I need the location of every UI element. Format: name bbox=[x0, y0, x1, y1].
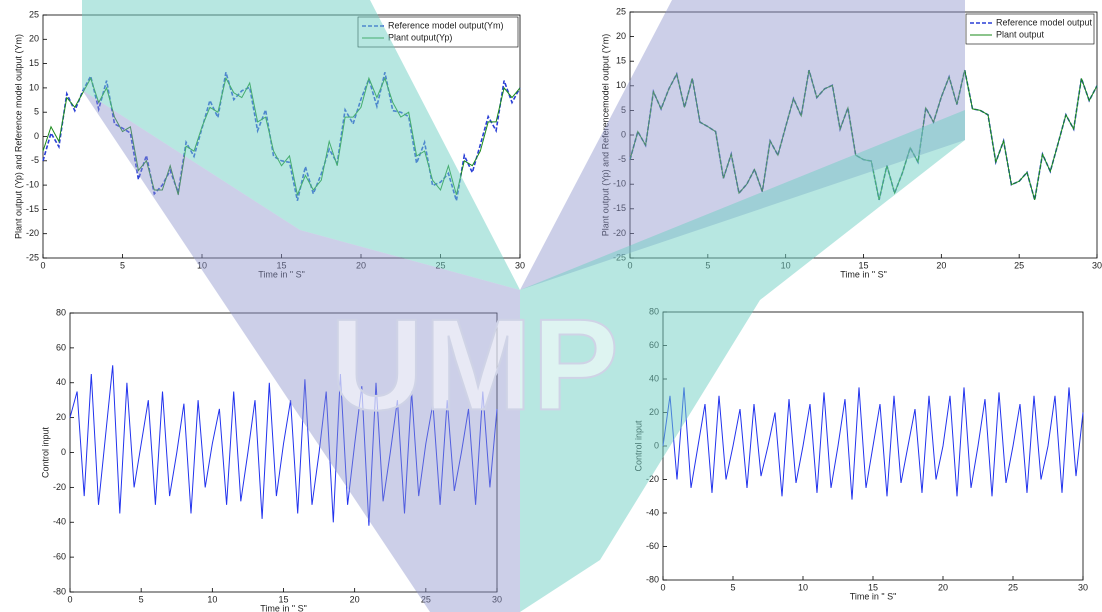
x-tick-label: 30 bbox=[1078, 582, 1088, 592]
y-tick-label: 40 bbox=[649, 373, 659, 383]
y-tick-label: 0 bbox=[621, 129, 626, 139]
x-tick-label: 25 bbox=[435, 260, 445, 270]
plot-area bbox=[70, 313, 497, 592]
x-tick-label: 5 bbox=[120, 260, 125, 270]
y-tick-label: 80 bbox=[649, 306, 659, 316]
y-tick-label: 80 bbox=[56, 307, 66, 317]
y-tick-label: -10 bbox=[26, 179, 39, 189]
legend-label: Plant output bbox=[996, 29, 1045, 39]
x-tick-label: 5 bbox=[139, 594, 144, 604]
plot-area bbox=[630, 12, 1097, 258]
y-tick-label: -25 bbox=[26, 252, 39, 262]
x-tick-label: 25 bbox=[421, 594, 431, 604]
charts: 0 5 10 15 20 25 30 -25 -20 -15 -10 -5 0 5 10 15 20 25 Time… bbox=[0, 0, 1102, 612]
x-tick-label: 10 bbox=[781, 260, 791, 270]
legend-label: Reference model output bbox=[996, 17, 1093, 27]
x-tick-label: 0 bbox=[67, 594, 72, 604]
y-tick-label: -80 bbox=[646, 574, 659, 584]
y-tick-label: -40 bbox=[646, 507, 659, 517]
y-tick-label: -80 bbox=[53, 586, 66, 596]
y-tick-label: 40 bbox=[56, 377, 66, 387]
x-tick-label: 10 bbox=[197, 260, 207, 270]
y-tick-label: -15 bbox=[613, 203, 626, 213]
legend-label: Reference model output(Ym) bbox=[388, 20, 504, 30]
x-tick-label: 30 bbox=[515, 260, 525, 270]
x-tick-label: 0 bbox=[627, 260, 632, 270]
page: 0 5 10 15 20 25 30 -25 -20 -15 -10 -5 0 5 10 15 20 25 Time… bbox=[0, 0, 1102, 612]
legend-label: Plant output(Yp) bbox=[388, 32, 452, 42]
y-tick-label: -20 bbox=[53, 482, 66, 492]
y-tick-label: -20 bbox=[26, 228, 39, 238]
y-tick-label: 0 bbox=[61, 447, 66, 457]
y-tick-label: -15 bbox=[26, 204, 39, 214]
y-tick-label: -5 bbox=[618, 154, 626, 164]
y-tick-label: 0 bbox=[654, 440, 659, 450]
y-tick-label: -5 bbox=[31, 155, 39, 165]
x-axis-label: Time in " S" bbox=[850, 591, 897, 601]
x-tick-label: 25 bbox=[1008, 582, 1018, 592]
x-tick-label: 20 bbox=[350, 594, 360, 604]
y-axis-label: Control input bbox=[40, 426, 50, 478]
y-axis-label: Plant output (Yp) and Referencemodel out… bbox=[600, 34, 610, 236]
y-tick-label: 15 bbox=[29, 58, 39, 68]
x-tick-label: 10 bbox=[798, 582, 808, 592]
plot-area bbox=[43, 15, 520, 258]
y-tick-label: 20 bbox=[29, 34, 39, 44]
y-tick-label: 10 bbox=[616, 80, 626, 90]
y-tick-label: -40 bbox=[53, 517, 66, 527]
y-tick-label: 25 bbox=[29, 9, 39, 19]
x-axis-label: Time in " S" bbox=[258, 269, 305, 279]
x-tick-label: 0 bbox=[40, 260, 45, 270]
x-tick-label: 5 bbox=[705, 260, 710, 270]
x-axis-label: Time in " S" bbox=[840, 269, 887, 279]
y-tick-label: -10 bbox=[613, 179, 626, 189]
y-tick-label: 15 bbox=[616, 56, 626, 66]
x-tick-label: 10 bbox=[207, 594, 217, 604]
x-tick-label: 30 bbox=[492, 594, 502, 604]
x-tick-label: 0 bbox=[660, 582, 665, 592]
y-tick-label: 5 bbox=[621, 105, 626, 115]
y-tick-label: 20 bbox=[616, 31, 626, 41]
x-tick-label: 20 bbox=[936, 260, 946, 270]
x-tick-label: 25 bbox=[1014, 260, 1024, 270]
y-axis-label: Plant output (Yp) and Reference model ou… bbox=[13, 34, 23, 239]
y-tick-label: 10 bbox=[29, 82, 39, 92]
y-tick-label: -25 bbox=[613, 252, 626, 262]
x-tick-label: 5 bbox=[730, 582, 735, 592]
y-tick-label: 5 bbox=[34, 107, 39, 117]
y-tick-label: -20 bbox=[613, 228, 626, 238]
y-tick-label: 60 bbox=[649, 340, 659, 350]
y-axis-label: Control input bbox=[633, 420, 643, 472]
x-tick-label: 20 bbox=[938, 582, 948, 592]
y-tick-label: -60 bbox=[646, 541, 659, 551]
x-tick-label: 30 bbox=[1092, 260, 1102, 270]
y-tick-label: -20 bbox=[646, 474, 659, 484]
y-tick-label: 20 bbox=[649, 407, 659, 417]
y-tick-label: 20 bbox=[56, 412, 66, 422]
x-tick-label: 20 bbox=[356, 260, 366, 270]
y-tick-label: 60 bbox=[56, 342, 66, 352]
y-tick-label: 25 bbox=[616, 6, 626, 16]
y-tick-label: -60 bbox=[53, 552, 66, 562]
x-axis-label: Time in " S" bbox=[260, 603, 307, 612]
y-tick-label: 0 bbox=[34, 131, 39, 141]
